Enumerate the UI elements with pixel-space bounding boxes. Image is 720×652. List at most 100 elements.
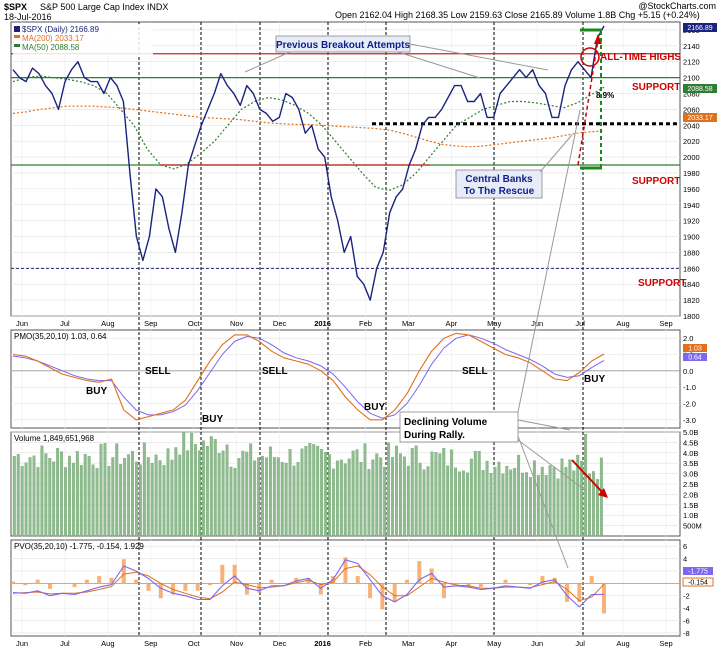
- ma50-badge: [683, 84, 717, 93]
- price-tick-label: 1940: [683, 201, 700, 210]
- legend-ma50: MA(50) 2088.58: [22, 43, 80, 52]
- all-time-highs-label: ALL-TIME HIGHS: [600, 52, 681, 63]
- volume-bar: [123, 457, 127, 537]
- volume-bar: [83, 454, 87, 537]
- pvo-histogram-bar: [244, 583, 249, 595]
- volume-bar: [477, 450, 481, 537]
- x-tick-label: Feb: [359, 639, 372, 648]
- pvo-tick-label: -8: [683, 629, 690, 638]
- price-panel: [10, 21, 681, 317]
- volume-bar: [595, 479, 599, 537]
- x-tick-label: Apr: [445, 639, 457, 648]
- pvo-line: [12, 559, 605, 608]
- volume-tick-label: 500M: [683, 522, 702, 531]
- pvo-histogram-bar: [343, 557, 348, 584]
- volume-bar: [544, 475, 548, 537]
- volume-bar: [568, 459, 572, 537]
- ma50-line: [12, 75, 605, 192]
- pvo-title: PVO(35,20,10) -1.775, -0.154, 1.929: [14, 542, 144, 551]
- volume-bar: [229, 466, 233, 537]
- volume-bar: [103, 443, 107, 537]
- pvo-histogram-bar: [380, 583, 385, 610]
- pvo-last-badge: [683, 567, 713, 575]
- volume-bar: [28, 457, 32, 537]
- volume-bar: [134, 461, 138, 537]
- chart-symbol: $SPX: [4, 2, 27, 12]
- volume-bar: [343, 463, 347, 537]
- x-tick-label: Aug: [616, 319, 629, 328]
- volume-bar: [493, 467, 497, 537]
- central-banks-callout: Central Banks To The Rescue: [455, 134, 573, 199]
- x-tick-label: Jun: [16, 319, 28, 328]
- pvo-histogram-bar: [232, 564, 237, 584]
- volume-bar: [52, 461, 56, 537]
- x-tick-label: Jun: [531, 639, 543, 648]
- x-tick-label: Oct: [188, 319, 201, 328]
- x-tick-label: Aug: [616, 639, 629, 648]
- pvo-histogram-bar: [466, 583, 471, 588]
- pmo-signal-last: 0.64: [688, 355, 702, 362]
- volume-bar: [288, 449, 292, 537]
- volume-bar: [446, 465, 450, 537]
- pvo-histogram-bar: [429, 568, 434, 584]
- pvo-histogram-bar: [417, 561, 422, 584]
- ma200-line: [12, 105, 605, 148]
- rally-percent: 8.9%: [596, 91, 614, 100]
- volume-bar: [12, 456, 16, 537]
- price-tick-label: 1800: [683, 312, 700, 321]
- spx-price-line: [12, 25, 605, 301]
- pmo-tick-label: -3.0: [683, 416, 696, 425]
- volume-bar: [40, 445, 44, 537]
- price-tick-label: 2140: [683, 42, 700, 51]
- pvo-histogram-bar: [84, 579, 89, 584]
- volume-bar: [209, 436, 213, 537]
- x-tick-label: Dec: [273, 639, 287, 648]
- pvo-histogram-bar: [602, 583, 606, 614]
- pvo-tick-label: -6: [683, 617, 690, 626]
- volume-bar: [36, 467, 40, 537]
- volume-bar: [182, 431, 186, 537]
- x-tick-label: Jun: [16, 639, 28, 648]
- price-tick-label: 2080: [683, 90, 700, 99]
- x-tick-label: Jul: [60, 319, 70, 328]
- price-tick-label: 1860: [683, 264, 700, 273]
- volume-bar: [320, 449, 324, 537]
- x-tick-label: Apr: [445, 319, 457, 328]
- volume-bar: [257, 457, 261, 537]
- pvo-histogram-bar: [589, 575, 594, 584]
- volume-bar: [170, 459, 174, 537]
- volume-bar: [426, 466, 430, 537]
- volume-bar: [127, 454, 131, 537]
- volume-bar: [166, 448, 170, 537]
- price-tick-label: 1900: [683, 233, 700, 242]
- pvo-histogram-bar: [35, 579, 40, 584]
- previous-breakout-callout: Previous Breakout Attempts: [244, 35, 549, 79]
- pvo-histogram-bar: [97, 575, 102, 584]
- pvo-histogram-bar: [23, 583, 28, 586]
- pvo-tick-label: 4: [683, 555, 687, 564]
- volume-bar: [205, 445, 209, 537]
- volume-bar: [351, 450, 355, 537]
- volume-bar: [489, 473, 493, 537]
- red-rally-arrows: [571, 34, 608, 498]
- volume-bar: [221, 450, 225, 537]
- price-tick-label: 2020: [683, 137, 700, 146]
- volume-bar: [335, 460, 339, 537]
- pmo-buy-1: BUY: [86, 386, 107, 397]
- volume-tick-label: 2.5B: [683, 480, 698, 489]
- volume-bar: [162, 465, 166, 537]
- volume-tick-label: 4.0B: [683, 449, 698, 458]
- volume-tick-label: 3.5B: [683, 459, 698, 468]
- volume-bar: [328, 454, 331, 537]
- x-tick-label: Nov: [230, 639, 244, 648]
- volume-bar: [481, 470, 485, 537]
- pvo-histogram-bar: [72, 583, 77, 588]
- pvo-tick-label: -2: [683, 592, 690, 601]
- x-tick-label: May: [487, 319, 501, 328]
- declining-volume-callout: Declining Volume During Rally.: [399, 109, 586, 569]
- volume-bar: [316, 446, 320, 537]
- volume-bar: [276, 457, 280, 537]
- volume-bar: [217, 453, 221, 537]
- volume-bar: [237, 458, 241, 537]
